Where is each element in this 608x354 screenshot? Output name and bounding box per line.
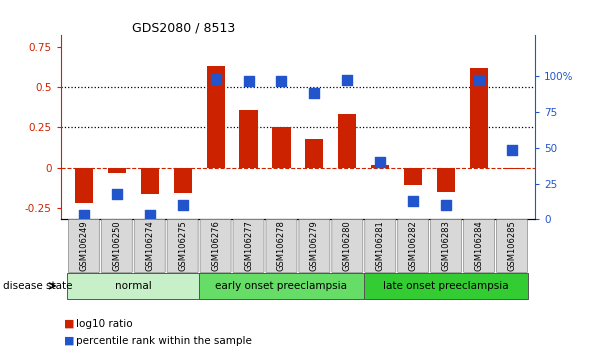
Bar [338, 114, 356, 168]
Bar [272, 127, 291, 168]
FancyBboxPatch shape [199, 273, 364, 299]
Text: GSM106282: GSM106282 [409, 221, 418, 272]
Text: GSM106277: GSM106277 [244, 221, 253, 272]
Bar [240, 110, 258, 168]
FancyBboxPatch shape [365, 219, 396, 273]
Text: late onset preeclampsia: late onset preeclampsia [383, 281, 509, 291]
Text: GSM106284: GSM106284 [475, 221, 483, 272]
Point [112, 191, 122, 196]
Text: GSM106283: GSM106283 [441, 221, 451, 272]
Bar [404, 168, 422, 185]
Point [79, 212, 89, 218]
Bar [108, 168, 126, 173]
Point [211, 76, 221, 81]
Point [178, 202, 187, 208]
Text: GSM106280: GSM106280 [343, 221, 352, 272]
FancyBboxPatch shape [398, 219, 429, 273]
FancyBboxPatch shape [497, 219, 528, 273]
FancyBboxPatch shape [430, 219, 461, 273]
Text: GSM106275: GSM106275 [178, 221, 187, 272]
Text: GSM106279: GSM106279 [310, 221, 319, 272]
Bar [470, 68, 488, 168]
Point [309, 90, 319, 96]
FancyBboxPatch shape [299, 219, 330, 273]
Text: ■: ■ [64, 336, 74, 346]
Text: normal: normal [115, 281, 151, 291]
Bar [305, 139, 323, 168]
Text: GSM106281: GSM106281 [376, 221, 385, 272]
FancyBboxPatch shape [134, 219, 165, 273]
Point [474, 77, 484, 83]
FancyBboxPatch shape [67, 273, 199, 299]
FancyBboxPatch shape [364, 273, 528, 299]
Text: GSM106249: GSM106249 [80, 221, 88, 272]
Text: GSM106285: GSM106285 [508, 221, 516, 272]
Point [244, 79, 254, 84]
Text: ■: ■ [64, 319, 74, 329]
Point [409, 198, 418, 204]
FancyBboxPatch shape [200, 219, 231, 273]
Point [277, 79, 286, 84]
Bar [503, 168, 521, 170]
Text: GSM106278: GSM106278 [277, 221, 286, 272]
Point [145, 212, 154, 218]
Text: GSM106276: GSM106276 [211, 221, 220, 272]
Text: log10 ratio: log10 ratio [76, 319, 133, 329]
Text: GDS2080 / 8513: GDS2080 / 8513 [132, 21, 235, 34]
FancyBboxPatch shape [233, 219, 264, 273]
Point [507, 148, 517, 153]
Text: early onset preeclampsia: early onset preeclampsia [215, 281, 347, 291]
Bar [174, 168, 192, 193]
Bar [75, 168, 93, 203]
Bar [371, 165, 389, 168]
Bar [207, 66, 224, 168]
Text: percentile rank within the sample: percentile rank within the sample [76, 336, 252, 346]
FancyBboxPatch shape [102, 219, 133, 273]
Text: GSM106274: GSM106274 [145, 221, 154, 272]
Text: disease state: disease state [3, 281, 72, 291]
Bar [437, 168, 455, 192]
FancyBboxPatch shape [68, 219, 99, 273]
FancyBboxPatch shape [167, 219, 198, 273]
Text: GSM106250: GSM106250 [112, 221, 121, 272]
FancyBboxPatch shape [463, 219, 494, 273]
Point [375, 159, 385, 165]
Point [441, 202, 451, 208]
Bar [140, 168, 159, 194]
FancyBboxPatch shape [332, 219, 363, 273]
Point [342, 77, 352, 83]
FancyBboxPatch shape [266, 219, 297, 273]
